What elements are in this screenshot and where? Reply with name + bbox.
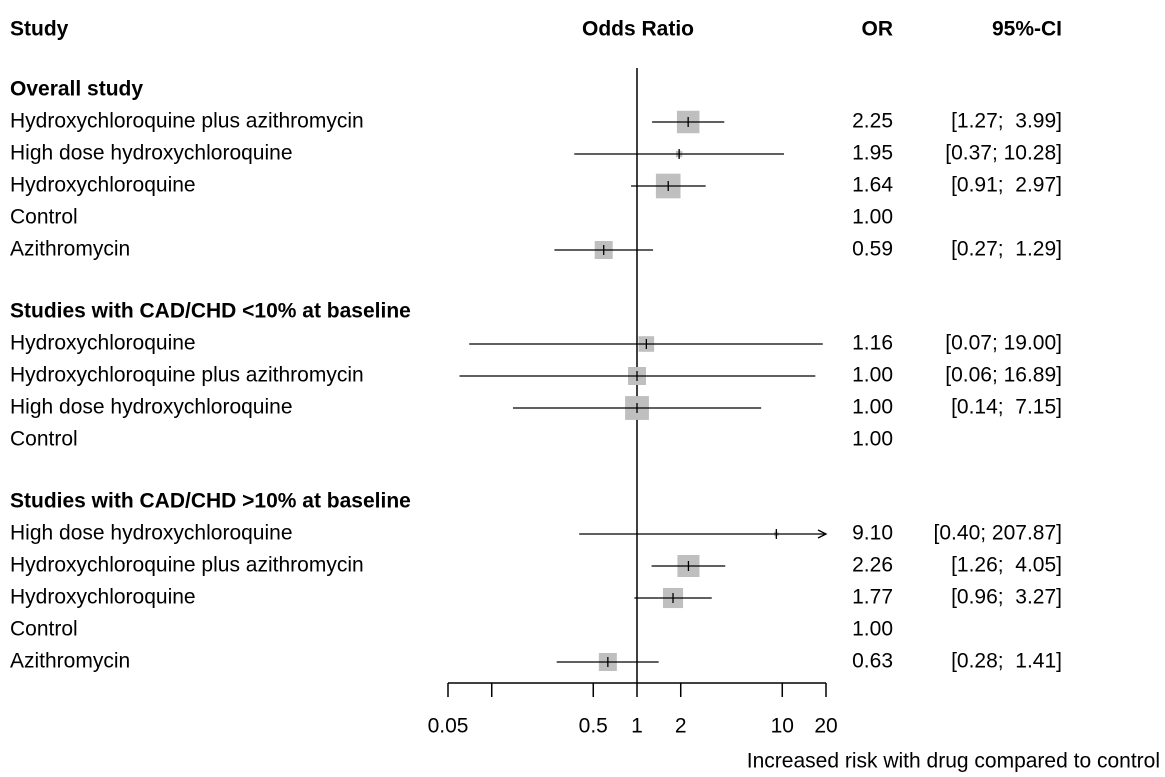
study-name: High dose hydroxychloroquine <box>10 142 293 165</box>
header-ci: 95%-CI <box>992 18 1062 41</box>
group-title: Overall study <box>10 78 143 101</box>
header-plot: Odds Ratio <box>582 18 694 41</box>
header-or: OR <box>862 18 894 41</box>
study-name: Azithromycin <box>10 650 130 673</box>
or-label: 1.16 <box>852 332 893 355</box>
or-label: 1.00 <box>852 618 893 641</box>
or-label: 1.00 <box>852 396 893 419</box>
or-label: 9.10 <box>852 522 893 545</box>
group-title: Studies with CAD/CHD <10% at baseline <box>10 300 411 323</box>
ci-label: [0.91; 2.97] <box>951 174 1062 197</box>
ci-label: [0.40; 207.87] <box>934 522 1062 545</box>
or-label: 2.26 <box>852 554 893 577</box>
x-tick-label: 0.5 <box>579 715 608 738</box>
study-name: High dose hydroxychloroquine <box>10 396 293 419</box>
ci-label: [1.27; 3.99] <box>951 110 1062 133</box>
ci-label: [0.28; 1.41] <box>951 650 1062 673</box>
study-name: Hydroxychloroquine plus azithromycin <box>10 554 364 577</box>
x-tick-label: 2 <box>675 715 687 738</box>
study-name: Hydroxychloroquine <box>10 332 196 355</box>
study-name: Hydroxychloroquine plus azithromycin <box>10 110 364 133</box>
ci-label: [0.06; 16.89] <box>945 364 1062 387</box>
ci-label: [0.27; 1.29] <box>951 238 1062 261</box>
x-tick-label: 20 <box>814 715 837 738</box>
x-tick-label: 10 <box>771 715 794 738</box>
or-label: 1.00 <box>852 364 893 387</box>
or-label: 1.00 <box>852 428 893 451</box>
or-label: 1.95 <box>852 142 893 165</box>
ci-label: [0.07; 19.00] <box>945 332 1062 355</box>
study-name: Hydroxychloroquine <box>10 586 196 609</box>
study-name: Hydroxychloroquine <box>10 174 196 197</box>
or-label: 1.77 <box>852 586 893 609</box>
or-label: 1.64 <box>852 174 893 197</box>
study-name: Control <box>10 206 78 229</box>
x-axis-label: Increased risk with drug compared to con… <box>747 750 1160 773</box>
ci-label: [0.14; 7.15] <box>951 396 1062 419</box>
ci-label: [0.96; 3.27] <box>951 586 1062 609</box>
or-label: 2.25 <box>852 110 893 133</box>
group-title: Studies with CAD/CHD >10% at baseline <box>10 490 411 513</box>
ci-label: [0.37; 10.28] <box>945 142 1062 165</box>
or-label: 0.59 <box>852 238 893 261</box>
study-name: Hydroxychloroquine plus azithromycin <box>10 364 364 387</box>
or-label: 1.00 <box>852 206 893 229</box>
study-name: Control <box>10 618 78 641</box>
study-name: Azithromycin <box>10 238 130 261</box>
or-label: 0.63 <box>852 650 893 673</box>
header-study: Study <box>10 18 69 41</box>
study-name: High dose hydroxychloroquine <box>10 522 293 545</box>
ci-label: [1.26; 4.05] <box>951 554 1062 577</box>
study-name: Control <box>10 428 78 451</box>
x-tick-label: 1 <box>631 715 643 738</box>
ci-arrow <box>817 529 828 539</box>
x-tick-label: 0.05 <box>428 715 469 738</box>
